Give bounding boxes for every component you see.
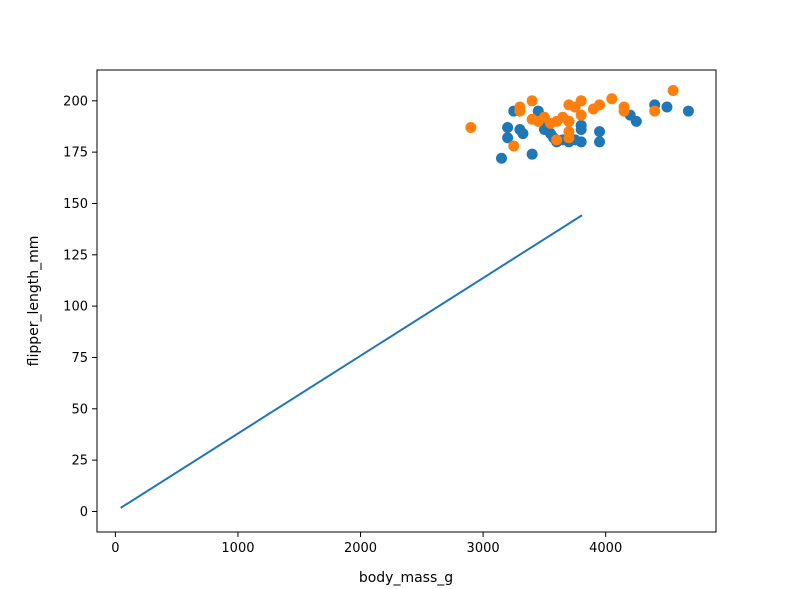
y-axis: 0 25 50 75 100 125 150 175 200 (63, 94, 97, 520)
y-tick-label: 25 (71, 454, 88, 469)
scatter-point (495, 152, 507, 164)
scatter-point (526, 148, 538, 160)
scatter-point (667, 85, 679, 97)
x-tick-label: 0 (111, 541, 119, 556)
scatter-point (594, 136, 606, 148)
scatter-point (575, 109, 587, 121)
scatter-point (575, 95, 587, 107)
y-tick-label: 50 (71, 402, 88, 417)
scatter-point (649, 105, 661, 117)
scatter-point (526, 95, 538, 107)
x-tick-label: 1000 (221, 541, 254, 556)
x-tick-label: 3000 (467, 541, 500, 556)
scatter-point (630, 115, 642, 127)
scatter-point (502, 121, 514, 133)
scatter-point (551, 134, 563, 146)
scatter-point (606, 93, 618, 105)
scatter-point (594, 99, 606, 111)
x-tick-label: 4000 (589, 541, 622, 556)
y-axis-label: flipper_length_mm (26, 236, 42, 367)
scatter-point (618, 101, 630, 113)
scatter-point (682, 105, 694, 117)
scatter-point (517, 128, 529, 140)
scatter-point (661, 101, 673, 113)
x-tick-label: 2000 (344, 541, 377, 556)
scatter-point (563, 115, 575, 127)
scatter-point (502, 132, 514, 144)
scatter-point (594, 126, 606, 138)
scatter-point (575, 119, 587, 131)
scatter-point (508, 140, 520, 152)
y-tick-label: 100 (63, 300, 88, 315)
y-tick-label: 0 (80, 505, 88, 520)
y-tick-label: 150 (63, 197, 88, 212)
x-axis: 0 1000 2000 3000 4000 (111, 532, 622, 556)
plot-frame (96, 69, 717, 533)
y-tick-label: 175 (63, 146, 88, 161)
scatter-point (563, 132, 575, 144)
y-tick-label: 75 (71, 351, 88, 366)
scatter-point (575, 136, 587, 148)
plot-content (120, 85, 694, 509)
trend-line (120, 214, 583, 509)
scatter-point (465, 121, 477, 133)
y-tick-label: 125 (63, 248, 88, 263)
scatter-point (514, 101, 526, 113)
y-tick-label: 200 (63, 94, 88, 109)
scatter-series-2 (465, 85, 679, 152)
x-axis-label: body_mass_g (359, 570, 453, 586)
